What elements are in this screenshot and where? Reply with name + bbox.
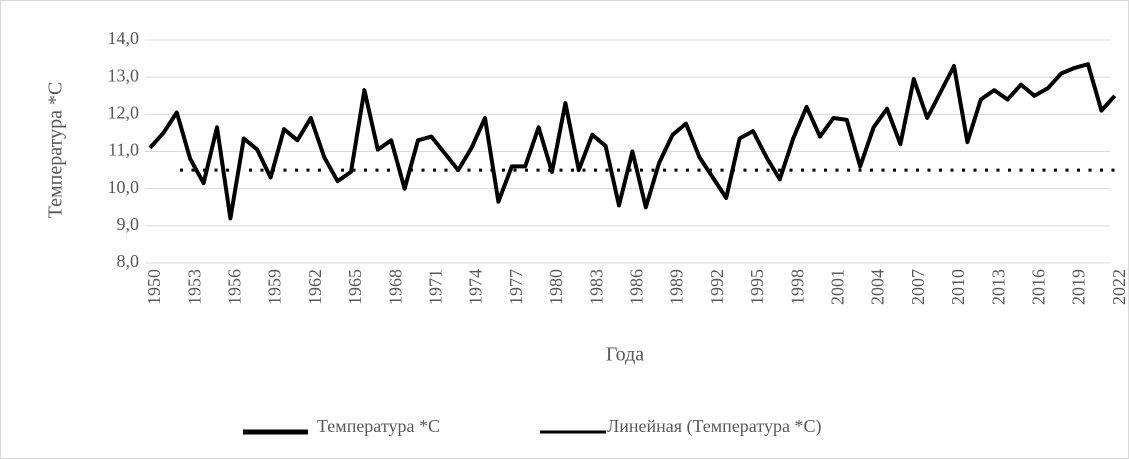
- y-tick-label: 9,0: [117, 214, 140, 234]
- x-tick-label: 1971: [426, 269, 446, 305]
- y-tick-label: 12,0: [108, 102, 140, 122]
- y-tick-label: 10,0: [108, 177, 140, 197]
- x-tick-label: 1962: [305, 269, 325, 305]
- x-tick-label: 1968: [385, 269, 405, 305]
- x-tick-label: 1959: [265, 269, 285, 305]
- x-tick-label: 1986: [627, 269, 647, 305]
- x-tick-label: 2007: [908, 269, 928, 305]
- x-tick-label: 2013: [988, 269, 1008, 305]
- data-line: [148, 62, 1117, 221]
- x-tick-label: 1974: [466, 269, 486, 305]
- x-tick-label: 2004: [868, 269, 888, 305]
- x-tick-label: 1983: [586, 269, 606, 305]
- x-tick-label: 1980: [546, 269, 566, 305]
- x-tick-label: 2016: [1029, 269, 1049, 305]
- x-tick-label: 1950: [144, 269, 164, 305]
- y-tick-label: 11,0: [108, 140, 139, 160]
- x-tick-label: 1995: [747, 269, 767, 305]
- y-tick-label: 8,0: [117, 251, 140, 271]
- legend-label: Линейная (Температура *С): [607, 416, 821, 437]
- x-axis-title: Года: [606, 344, 644, 366]
- x-tick-label: 1989: [667, 269, 687, 305]
- y-tick-label: 14,0: [108, 28, 140, 48]
- x-tick-label: 1977: [506, 269, 526, 305]
- legend-label: Температура *С: [317, 416, 440, 436]
- y-tick-label: 13,0: [108, 65, 140, 85]
- x-tick-label: 1965: [345, 269, 365, 305]
- x-tick-label: 1998: [787, 269, 807, 305]
- y-axis-title: Температура *С: [45, 82, 67, 219]
- x-tick-label: 1956: [225, 269, 245, 305]
- x-tick-label: 2019: [1069, 269, 1089, 305]
- x-tick-label: 1953: [184, 269, 204, 305]
- x-tick-label: 2022: [1109, 269, 1129, 305]
- x-tick-label: 1992: [707, 269, 727, 305]
- x-tick-label: 2010: [948, 269, 968, 305]
- x-tick-label: 2001: [828, 269, 848, 305]
